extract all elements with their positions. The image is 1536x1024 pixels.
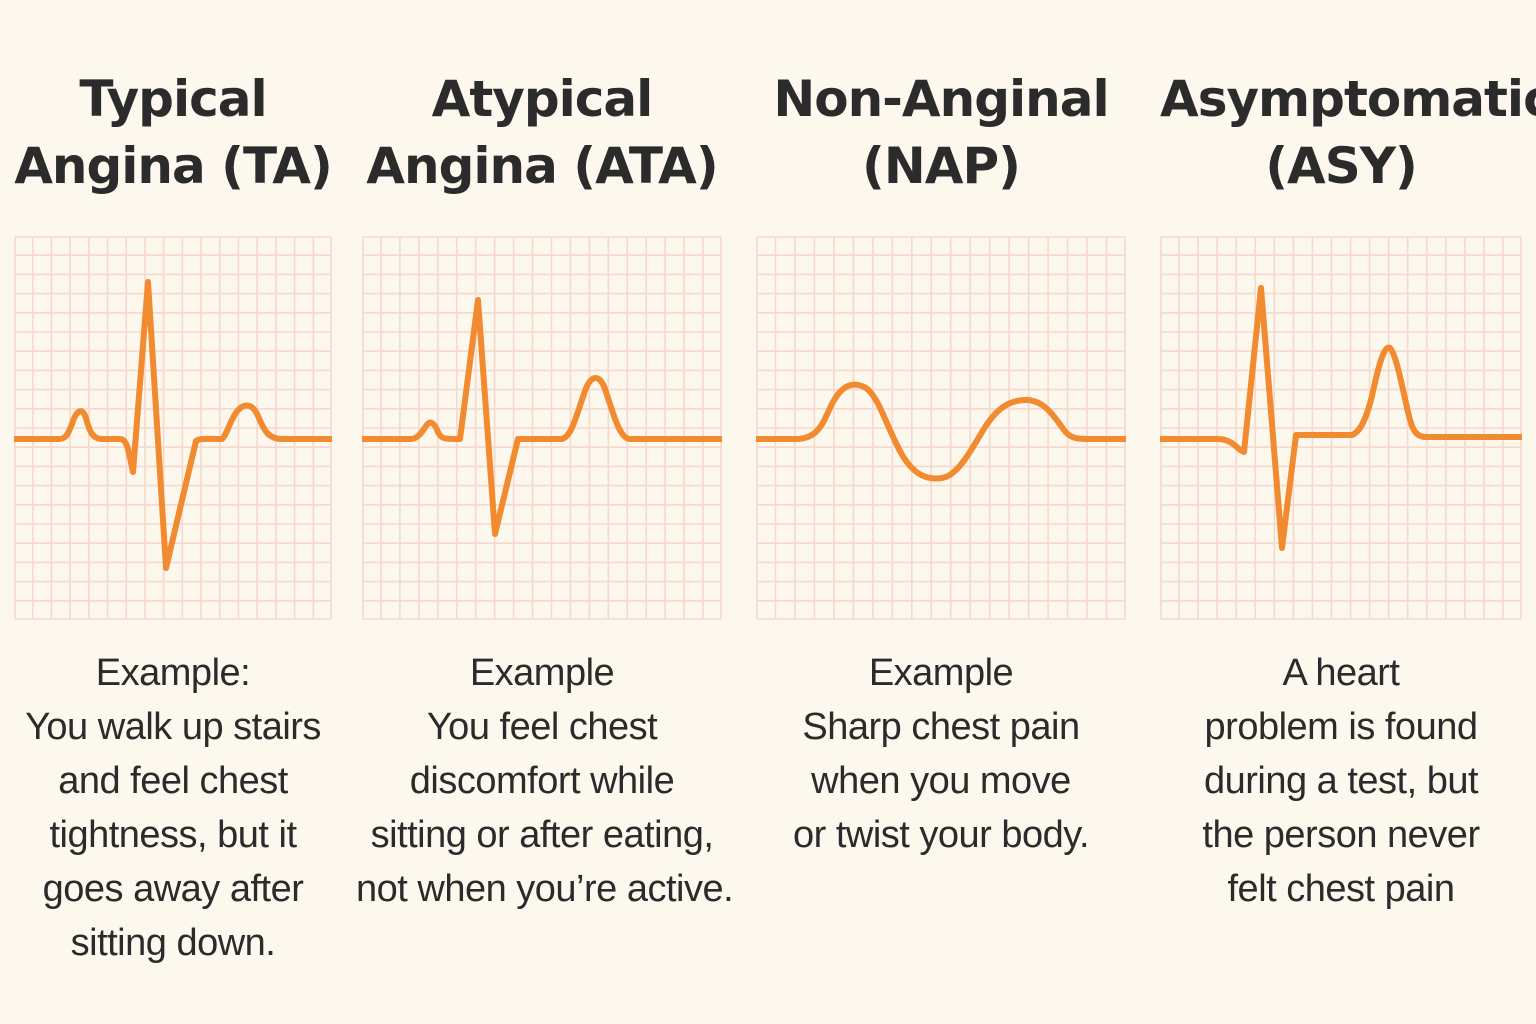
ecg-strip-typical-angina bbox=[14, 236, 332, 620]
title-line: Angina (TA) bbox=[14, 137, 333, 195]
ecg-strip-asymptomatic bbox=[1160, 236, 1522, 620]
description-line: when you move bbox=[811, 760, 1071, 802]
description-line: Example bbox=[868, 652, 1014, 694]
ecg-grid bbox=[14, 236, 332, 620]
title-line: (NAP) bbox=[862, 137, 1021, 195]
description-line: You walk up stairs bbox=[25, 706, 321, 748]
description-line: during a test, but bbox=[1203, 760, 1479, 802]
description-line: sitting down. bbox=[70, 922, 276, 964]
panel-atypical-angina: Atypical Angina (ATA) Example You feel c… bbox=[356, 0, 734, 1024]
panel-asymptomatic: Asymptomatic (ASY) A heart problem is fo… bbox=[1160, 0, 1536, 1024]
panel-description: Example You feel chest discomfort while … bbox=[356, 646, 734, 916]
panel-description: Example: You walk up stairs and feel che… bbox=[8, 646, 338, 970]
ecg-trace bbox=[756, 381, 1126, 482]
ecg-trace bbox=[1160, 285, 1522, 551]
description-line: Example bbox=[469, 652, 615, 694]
title-line: Asymptomatic bbox=[1160, 70, 1536, 128]
description-line: A heart bbox=[1282, 652, 1400, 694]
panel-title: Atypical Angina (ATA) bbox=[362, 66, 722, 200]
panel-typical-angina: Typical Angina (TA) Example: You walk up… bbox=[14, 0, 333, 1024]
title-line: (ASY) bbox=[1265, 137, 1418, 195]
title-line: Angina (ATA) bbox=[366, 137, 718, 195]
panel-non-anginal: Non-Anginal (NAP) Example Sharp chest pa… bbox=[756, 0, 1126, 1024]
ecg-trace bbox=[14, 279, 332, 571]
ecg-strip-atypical-angina bbox=[362, 236, 722, 620]
title-line: Non-Anginal bbox=[773, 70, 1109, 128]
ecg-strip-non-anginal bbox=[756, 236, 1126, 620]
description-line: and feel chest bbox=[58, 760, 288, 802]
title-line: Atypical bbox=[431, 70, 654, 128]
panel-description: Example Sharp chest pain when you move o… bbox=[750, 646, 1132, 862]
description-line: Example: bbox=[95, 652, 251, 694]
description-line: discomfort while bbox=[409, 760, 675, 802]
description-line: problem is found bbox=[1204, 706, 1478, 748]
description-line: the person never bbox=[1202, 814, 1480, 856]
description-line: or twist your body. bbox=[792, 814, 1090, 856]
description-line: tightness, but it bbox=[49, 814, 297, 856]
title-line: Typical bbox=[79, 70, 267, 128]
panel-title: Asymptomatic (ASY) bbox=[1160, 66, 1536, 200]
panel-title: Non-Anginal (NAP) bbox=[756, 66, 1126, 200]
ecg-grid bbox=[362, 236, 722, 620]
ecg-trace bbox=[362, 297, 722, 537]
panel-description: A heart problem is found during a test, … bbox=[1154, 646, 1528, 916]
description-line: Sharp chest pain bbox=[802, 706, 1080, 748]
description-line: not when you’re active. bbox=[356, 868, 734, 910]
description-line: sitting or after eating, bbox=[370, 814, 714, 856]
description-line: goes away after bbox=[42, 868, 304, 910]
ecg-grid bbox=[756, 236, 1126, 620]
description-line: felt chest pain bbox=[1227, 868, 1455, 910]
ecg-grid bbox=[1160, 236, 1522, 620]
panel-title: Typical Angina (TA) bbox=[14, 66, 333, 200]
description-line: You feel chest bbox=[426, 706, 658, 748]
